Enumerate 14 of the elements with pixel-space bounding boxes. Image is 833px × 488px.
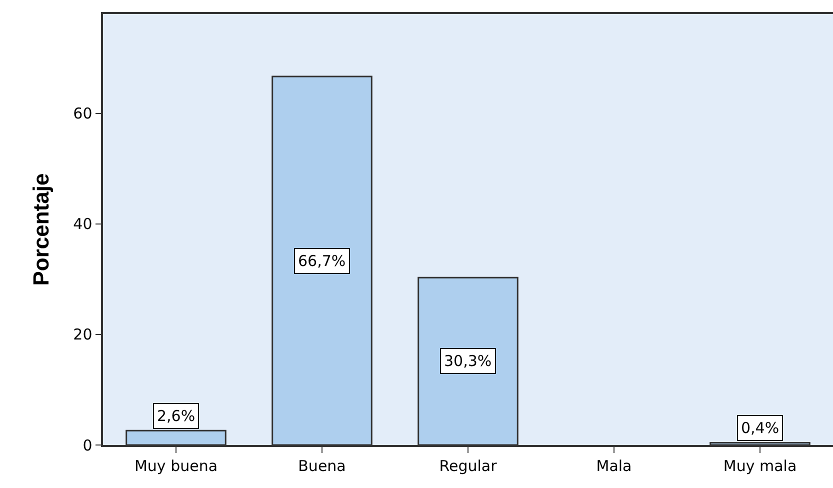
- x-tick-label: Muy buena: [134, 456, 218, 475]
- x-tick-label: Regular: [439, 456, 498, 475]
- x-tick-label: Buena: [298, 456, 346, 475]
- y-tick-label: 60: [73, 104, 92, 123]
- y-axis-title: Porcentaje: [28, 173, 54, 286]
- x-tick-label: Muy mala: [723, 456, 797, 475]
- y-tick-label: 20: [73, 326, 92, 344]
- data-label: 66,7%: [298, 252, 346, 270]
- x-tick-label: Mala: [596, 456, 632, 475]
- y-tick-label: 0: [82, 436, 92, 454]
- data-label: 2,6%: [157, 407, 196, 425]
- data-label: 0,4%: [741, 419, 780, 437]
- data-label: 30,3%: [444, 352, 492, 370]
- y-tick-label: 40: [73, 215, 92, 234]
